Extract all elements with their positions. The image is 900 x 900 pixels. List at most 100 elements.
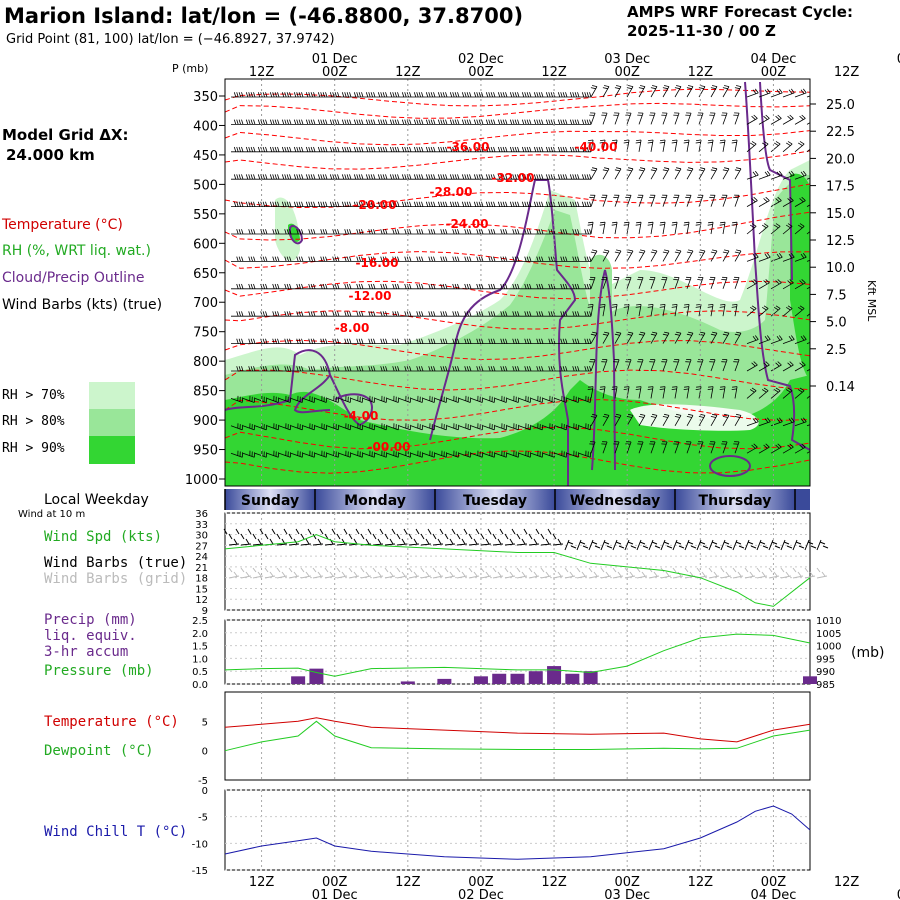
wind-barb [470,395,483,403]
legend-rh80: RH > 80% [2,414,65,429]
label-precip-accum: 3-hr accum [44,644,129,660]
wind-barb [674,413,682,426]
wind-barb [279,256,292,262]
wind-barb [386,423,399,431]
wind-barb [255,119,268,125]
precip-bar [583,671,598,684]
wind-barb [794,114,806,125]
precip-tick: 0.5 [192,667,208,678]
height-tick-label: 2.5 [826,343,847,358]
label-windchill: Wind Chill T (°C) [44,824,188,840]
wind-barb [350,450,363,458]
true-wind-barb [756,539,769,551]
wind-barb [614,85,622,98]
wind-barb [242,423,255,431]
wind-barb [601,359,608,372]
wind-barb [555,366,568,372]
top-time-tick: 00Z [468,65,494,80]
wind-barb [447,146,460,153]
wind-barb [587,139,594,152]
wind-barb [327,256,340,262]
wind-barb [519,146,532,153]
wind-barb [806,204,810,207]
temperature-contour [225,339,810,361]
cloud-outline [225,81,810,486]
wind-barb [435,311,448,317]
wind-barb [375,146,388,153]
wind-barb [303,174,316,180]
wind-barb [662,85,670,98]
wind-barb [243,311,256,317]
wind-barb [243,92,256,98]
wind-barb [746,223,757,235]
temperature-contour-label: -16.00 [356,256,399,270]
wind-barb [339,338,352,344]
bottom-time-tick: 12Z [395,875,421,890]
grid-wind-barb [576,567,588,579]
wind-barb [602,85,610,98]
wind-barb [635,386,642,399]
wind-barb [661,441,668,454]
wind-barb [673,276,680,289]
wind-barb [567,229,580,235]
precip-bar [510,673,525,684]
wind-barb [674,85,682,98]
wind-barb [279,119,292,125]
true-wind-barb [463,528,480,546]
top-time-tick: 00Z [322,65,348,80]
wind-barb [351,366,364,372]
wind-barb [567,119,580,125]
wind-barb [434,395,447,403]
wind-barb [338,395,351,403]
wind-barb [635,304,642,317]
true-wind-barb [684,539,697,551]
wind-barb [770,253,783,262]
wind-barb [291,338,304,344]
wind-barb [671,221,678,235]
precip-bar [291,676,306,684]
wind-barb [447,256,460,262]
wind-barb [339,146,352,153]
wind-barb [447,174,460,180]
wind-barb [231,119,244,125]
wind-barb [507,338,520,344]
true-wind-barb [511,528,528,546]
wind-barb [290,450,303,458]
precip-bar [473,676,488,684]
wind-barb [339,256,352,262]
wind-barb [362,395,375,403]
wind-barb [387,229,400,235]
wind-barb [231,283,244,290]
wind-barb [279,174,292,180]
wind-barb [626,249,634,262]
wind-barb [746,305,757,317]
wind-barb [495,229,508,235]
wind-barb [387,201,400,207]
wind-barb [635,221,642,235]
wind-barb [567,92,580,98]
wind-barb [806,286,810,290]
wind-barb [710,331,718,344]
wind-barb [303,92,316,98]
true-wind-barb [547,528,564,546]
true-wind-barb [247,528,264,546]
wind-barb [243,119,256,125]
true-wind-barb [499,528,516,546]
wind-barb [794,141,805,153]
wind-barb [483,174,496,180]
grid-wind-barb [288,567,300,579]
wind-barb [519,283,532,290]
grid-wind-barb [228,567,240,579]
wind-barb [351,283,364,290]
true-wind-barb [415,528,432,546]
wind-barb [794,170,807,180]
wind-barb [722,85,730,98]
true-wind-barb [612,539,625,551]
wind-barb [721,276,728,289]
wind-barb [411,201,424,207]
wind-barb [519,311,532,317]
precip-bar [528,671,543,684]
wind-barb [387,146,400,153]
wind-barb [411,229,424,235]
wind-barb [698,331,706,344]
